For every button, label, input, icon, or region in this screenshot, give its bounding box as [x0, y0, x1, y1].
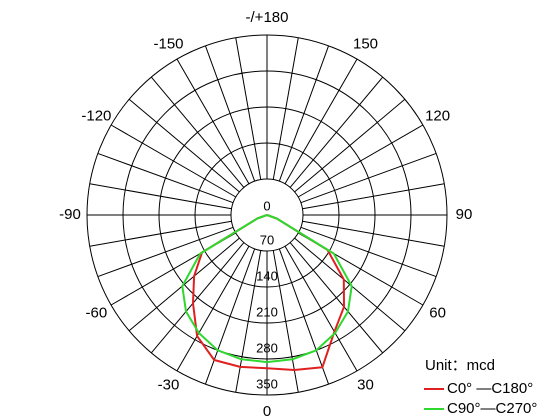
spoke [300, 152, 437, 204]
spoke [300, 226, 437, 278]
angle-tick-label: -60 [86, 304, 108, 321]
spoke [284, 58, 358, 185]
spoke [176, 58, 250, 185]
angle-tick-label: 90 [456, 206, 473, 223]
spoke [89, 220, 232, 247]
spoke [128, 98, 240, 193]
spoke [110, 124, 237, 198]
unit-label: Unit：mcd [425, 357, 495, 374]
spoke [289, 76, 384, 188]
spoke [176, 245, 250, 372]
plot [181, 214, 353, 371]
legend-label: C90°—C270° [447, 400, 537, 417]
series-line [192, 214, 345, 371]
spoke [302, 220, 445, 247]
angle-tick-label: 60 [429, 304, 446, 321]
spoke [297, 124, 424, 198]
r-tick-label: 70 [260, 232, 274, 247]
angle-tick-label: -/+180 [246, 9, 289, 26]
spoke [278, 45, 330, 182]
spoke [97, 152, 234, 204]
angle-tick-label: 30 [357, 377, 374, 394]
spoke [272, 37, 299, 180]
spoke [150, 242, 245, 354]
spoke [278, 248, 330, 385]
legend-label: C0° —C180° [447, 380, 533, 397]
angle-tick-label: 0 [263, 403, 271, 419]
angle-tick-label: -90 [59, 206, 81, 223]
spoke [235, 37, 262, 180]
spoke [204, 248, 256, 385]
spoke [272, 250, 299, 393]
spoke [235, 250, 262, 393]
angle-tick-label: -120 [81, 107, 111, 124]
r-tick-label: 0 [263, 198, 270, 213]
series-line [181, 214, 353, 364]
spoke [289, 242, 384, 354]
spoke [150, 76, 245, 188]
spoke [97, 226, 234, 278]
angle-tick-label: -30 [158, 377, 180, 394]
spoke [302, 183, 445, 210]
angle-tick-label: 150 [353, 35, 378, 52]
spoke [89, 183, 232, 210]
spoke [284, 245, 358, 372]
spoke [204, 45, 256, 182]
angle-tick-label: -150 [153, 35, 183, 52]
spoke [294, 98, 406, 193]
grid: 0701402102803500306090120150-/+180-150-1… [59, 9, 472, 419]
angle-tick-label: 120 [425, 107, 450, 124]
